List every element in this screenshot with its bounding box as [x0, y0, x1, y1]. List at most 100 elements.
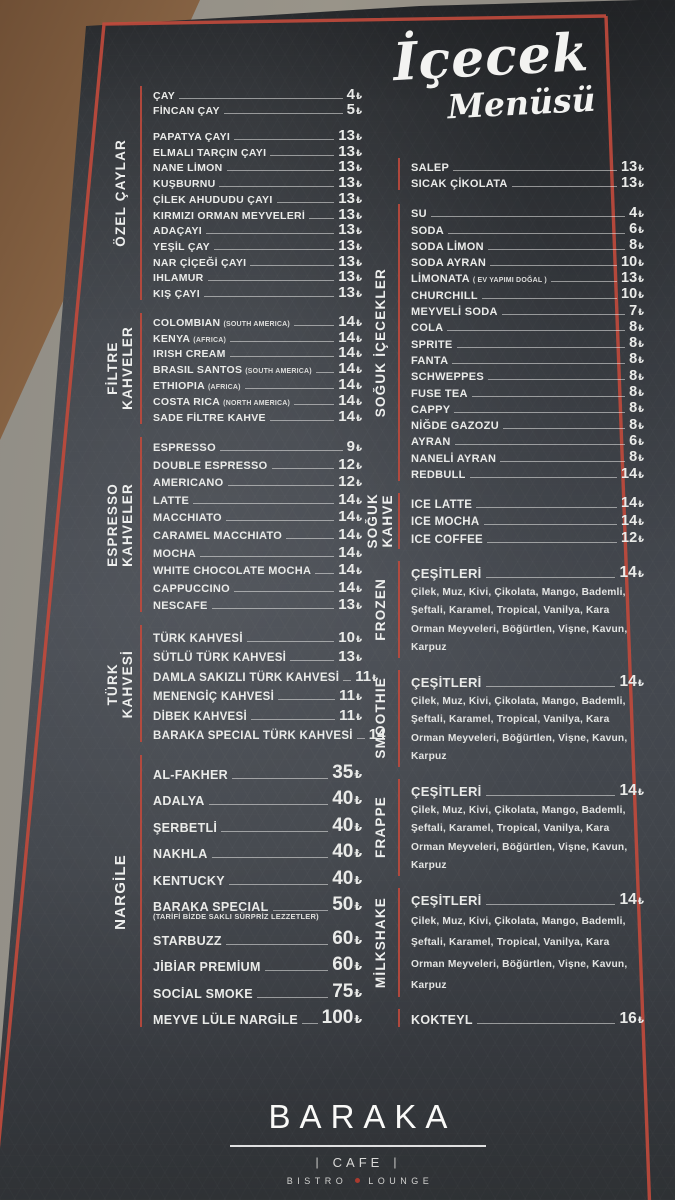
menu-item: MEYVE LÜLE NARGİLE 100₺	[153, 1001, 362, 1027]
item-price: 14₺	[338, 361, 362, 376]
price-number: 10	[621, 286, 638, 303]
leader-line	[485, 903, 616, 905]
menu-item: COLOMBIAN (SOUTH AMERICA) 14₺	[153, 313, 362, 329]
price-number: 8	[629, 416, 638, 433]
leader-line	[221, 830, 329, 832]
price-number: 40	[332, 867, 354, 889]
lira-symbol: ₺	[638, 241, 644, 252]
menu-section: FRAPPE ÇEŞİTLERİ 14₺ Çilek, Muz, Kivi, Ç…	[362, 778, 644, 876]
price-number: 14	[619, 673, 637, 691]
leader-line	[219, 186, 335, 188]
price-number: 13	[338, 127, 355, 145]
lira-symbol: ₺	[355, 133, 362, 144]
menu-section: FİLTRE KAHVELER COLOMBIAN (SOUTH AMERICA…	[100, 312, 362, 424]
lira-symbol: ₺	[638, 306, 644, 317]
item-price: 10₺	[621, 287, 644, 302]
section-items: TÜRK KAHVESİ 10₺ SÜTLÜ TÜRK KAHVESİ 13₺ …	[140, 625, 385, 743]
menu-item: JİBİAR PREMİUM 60₺	[153, 948, 362, 974]
lira-symbol: ₺	[355, 366, 362, 377]
leader-line	[500, 460, 626, 462]
price-number: 13	[338, 174, 355, 192]
lira-symbol: ₺	[638, 420, 644, 431]
item-name: LATTE	[153, 494, 190, 507]
leader-line	[488, 379, 626, 381]
leader-line	[244, 387, 335, 389]
price-number: 14	[621, 465, 638, 482]
price-number: 13	[338, 268, 355, 286]
section-label-text: ÖZEL ÇAYLAR	[112, 139, 128, 247]
item-price: 75₺	[332, 982, 362, 1001]
leader-line	[454, 411, 626, 413]
leader-line	[234, 139, 335, 141]
menu-item: PAPATYA ÇAYI 13₺	[153, 127, 362, 143]
item-name: NANE LİMON	[153, 162, 223, 175]
item-name: ESPRESSO	[153, 442, 216, 455]
menu-item: ÇEŞİTLERİ 14₺	[411, 888, 644, 908]
section-label: MİLKSHAKE	[362, 888, 398, 997]
lira-symbol: ₺	[355, 258, 362, 269]
menu-item: FUSE TEA 8₺	[411, 383, 644, 400]
price-number: 14	[338, 360, 355, 378]
menu-item: ÇEŞİTLERİ 14₺	[411, 561, 644, 581]
item-price: 14₺	[338, 545, 362, 560]
menu-title-line2: Menüsü	[446, 79, 597, 127]
section-items: KOKTEYL 16₺	[398, 1008, 644, 1027]
item-price: 13₺	[621, 271, 644, 286]
leader-line	[219, 450, 343, 452]
leader-line	[227, 485, 335, 487]
item-name: IHLAMUR	[153, 272, 204, 285]
item-name: ÇAY	[153, 89, 176, 102]
lira-symbol: ₺	[638, 371, 644, 382]
item-price: 11₺	[339, 708, 362, 723]
leader-line	[454, 444, 626, 446]
item-name: NANELİ AYRAN	[411, 452, 497, 465]
leader-line	[487, 541, 617, 543]
item-name: DİBEK KAHVESİ	[153, 710, 247, 723]
price-number: 11	[339, 706, 355, 724]
footer-logo: BARAKA | CAFE | BISTRO LOUNGE	[218, 1098, 498, 1186]
menu-item: SOCİAL SMOKE 75₺	[153, 974, 362, 1001]
menu-item: FİNCAN ÇAY 5₺	[153, 102, 362, 117]
lira-symbol: ₺	[637, 570, 644, 581]
item-price: 14₺	[338, 492, 362, 507]
leader-line	[264, 970, 329, 972]
lira-symbol: ₺	[355, 274, 362, 285]
lira-symbol: ₺	[354, 960, 362, 974]
lira-symbol: ₺	[637, 788, 644, 799]
menu-item: ADALYA 40₺	[153, 782, 362, 808]
price-number: 12	[621, 530, 638, 547]
item-name: DOUBLE ESPRESSO	[153, 459, 268, 472]
item-name: AYRAN	[411, 436, 451, 449]
menu-item: NİĞDE GAZOZU 8₺	[411, 416, 644, 432]
section-label: SOĞUK KAHVE	[362, 493, 398, 549]
leader-line	[481, 297, 617, 299]
section-label-text: FİLTRE KAHVELER	[105, 326, 135, 411]
lira-symbol: ₺	[355, 654, 362, 665]
section-label: FROZEN	[362, 561, 398, 658]
menu-item: SADE FİLTRE KAHVE 14₺	[153, 408, 362, 424]
item-price: 4₺	[347, 87, 362, 102]
price-number: 10	[621, 253, 638, 270]
price-number: 8	[629, 237, 638, 254]
lira-symbol: ₺	[638, 290, 644, 301]
price-number: 13	[621, 158, 638, 175]
price-number: 14	[619, 564, 637, 582]
item-price: 40₺	[332, 816, 362, 835]
price-number: 12	[338, 473, 355, 491]
item-price: 60₺	[332, 929, 362, 948]
lira-symbol: ₺	[355, 148, 362, 159]
item-price: 35₺	[332, 763, 362, 782]
lira-symbol: ₺	[355, 227, 362, 238]
item-price: 11₺	[339, 688, 362, 703]
item-price: 8₺	[629, 450, 644, 465]
item-price: 12₺	[338, 474, 362, 489]
leader-line	[230, 340, 335, 342]
menu-section: ÖZEL ÇAYLAR ÇAY 4₺ FİNCAN ÇAY 5₺ PAPATYA…	[100, 86, 362, 300]
item-price: 8₺	[629, 320, 644, 335]
menu-item: IHLAMUR 13₺	[153, 268, 362, 286]
menu-section: SMOOTHIE ÇEŞİTLERİ 14₺ Çilek, Muz, Kivi,…	[362, 669, 644, 767]
menu-item: YEŞİL ÇAY 13₺	[153, 237, 362, 253]
section-items: COLOMBIAN (SOUTH AMERICA) 14₺ KENYA (AFR…	[140, 312, 362, 424]
price-number: 13	[338, 236, 355, 254]
price-number: 14	[338, 490, 355, 508]
